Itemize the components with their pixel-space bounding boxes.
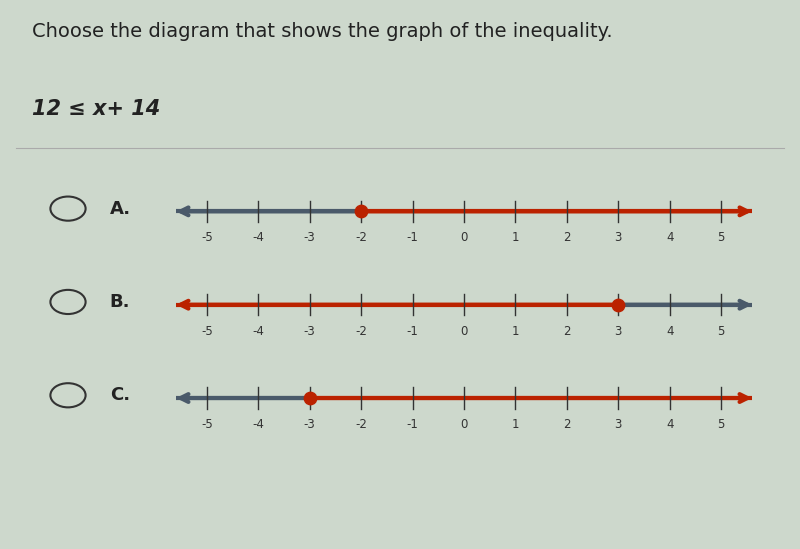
Text: -5: -5 xyxy=(201,418,213,431)
Text: -5: -5 xyxy=(201,231,213,244)
Text: 5: 5 xyxy=(718,324,725,338)
Text: A.: A. xyxy=(110,200,130,217)
Text: 2: 2 xyxy=(563,418,570,431)
Text: 0: 0 xyxy=(460,418,468,431)
Text: 3: 3 xyxy=(614,231,622,244)
Text: C.: C. xyxy=(110,386,130,404)
Text: 3: 3 xyxy=(614,418,622,431)
Text: 4: 4 xyxy=(666,231,674,244)
Point xyxy=(612,300,625,309)
Text: 1: 1 xyxy=(512,418,519,431)
Text: -1: -1 xyxy=(406,418,418,431)
Text: 4: 4 xyxy=(666,418,674,431)
Text: B.: B. xyxy=(110,293,130,311)
Text: 1: 1 xyxy=(512,324,519,338)
Text: 4: 4 xyxy=(666,324,674,338)
Text: -4: -4 xyxy=(252,231,264,244)
Text: -4: -4 xyxy=(252,324,264,338)
Text: -4: -4 xyxy=(252,418,264,431)
Text: 2: 2 xyxy=(563,231,570,244)
Text: -1: -1 xyxy=(406,231,418,244)
Text: 5: 5 xyxy=(718,418,725,431)
Text: 0: 0 xyxy=(460,231,468,244)
Text: -3: -3 xyxy=(304,418,315,431)
Text: -3: -3 xyxy=(304,231,315,244)
Text: -1: -1 xyxy=(406,324,418,338)
Text: -5: -5 xyxy=(201,324,213,338)
Text: -3: -3 xyxy=(304,324,315,338)
Text: Choose the diagram that shows the graph of the inequality.: Choose the diagram that shows the graph … xyxy=(32,22,613,41)
Text: 3: 3 xyxy=(614,324,622,338)
Text: 5: 5 xyxy=(718,231,725,244)
Text: 1: 1 xyxy=(512,231,519,244)
Text: -2: -2 xyxy=(355,231,367,244)
Text: 0: 0 xyxy=(460,324,468,338)
Point xyxy=(303,394,316,402)
Point xyxy=(354,207,367,216)
Text: 2: 2 xyxy=(563,324,570,338)
Text: 12 ≤ x+ 14: 12 ≤ x+ 14 xyxy=(32,99,160,119)
Text: -2: -2 xyxy=(355,418,367,431)
Text: -2: -2 xyxy=(355,324,367,338)
